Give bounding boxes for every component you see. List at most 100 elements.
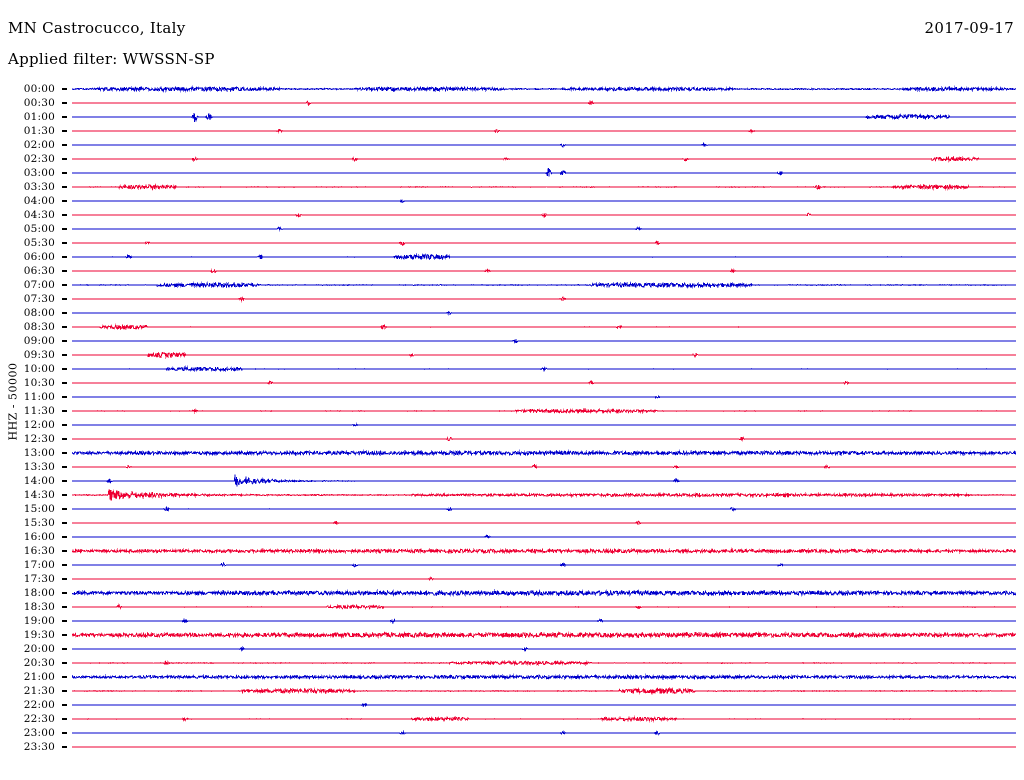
seismic-trace bbox=[72, 82, 1016, 96]
seismic-trace bbox=[72, 558, 1016, 572]
seismic-trace bbox=[72, 474, 1016, 488]
seismic-trace bbox=[72, 726, 1016, 740]
helicorder-row: 06:00 bbox=[0, 250, 1024, 264]
helicorder-row: 23:00 bbox=[0, 726, 1024, 740]
time-tick-label: 10:00 bbox=[23, 363, 55, 375]
seismic-trace bbox=[72, 306, 1016, 320]
helicorder-row: 21:30 bbox=[0, 684, 1024, 698]
seismic-trace bbox=[72, 124, 1016, 138]
axis-tick-mark bbox=[62, 186, 67, 188]
seismic-trace bbox=[72, 698, 1016, 712]
seismic-trace bbox=[72, 292, 1016, 306]
time-tick-label: 00:00 bbox=[23, 83, 55, 95]
axis-tick-mark bbox=[62, 690, 67, 692]
time-tick-label: 05:30 bbox=[23, 237, 55, 249]
seismic-trace bbox=[72, 628, 1016, 642]
helicorder-row: 05:00 bbox=[0, 222, 1024, 236]
axis-tick-mark bbox=[62, 662, 67, 664]
helicorder-row: 08:00 bbox=[0, 306, 1024, 320]
seismic-trace bbox=[72, 348, 1016, 362]
axis-tick-mark bbox=[62, 466, 67, 468]
helicorder-row: 20:30 bbox=[0, 656, 1024, 670]
applied-filter-label: Applied filter: WWSSN-SP bbox=[8, 50, 215, 68]
seismic-trace bbox=[72, 712, 1016, 726]
time-tick-label: 17:30 bbox=[23, 573, 55, 585]
helicorder-row: 04:00 bbox=[0, 194, 1024, 208]
axis-tick-mark bbox=[62, 368, 67, 370]
axis-tick-mark bbox=[62, 424, 67, 426]
time-tick-label: 08:30 bbox=[23, 321, 55, 333]
seismic-trace bbox=[72, 110, 1016, 124]
helicorder-row: 09:30 bbox=[0, 348, 1024, 362]
time-tick-label: 11:30 bbox=[23, 405, 55, 417]
helicorder-row: 05:30 bbox=[0, 236, 1024, 250]
helicorder-row: 03:30 bbox=[0, 180, 1024, 194]
helicorder-row: 22:30 bbox=[0, 712, 1024, 726]
axis-tick-mark bbox=[62, 704, 67, 706]
seismic-trace bbox=[72, 194, 1016, 208]
time-tick-label: 20:30 bbox=[23, 657, 55, 669]
time-tick-label: 18:00 bbox=[23, 587, 55, 599]
axis-tick-mark bbox=[62, 578, 67, 580]
axis-tick-mark bbox=[62, 396, 67, 398]
time-tick-label: 12:00 bbox=[23, 419, 55, 431]
axis-tick-mark bbox=[62, 522, 67, 524]
seismic-trace bbox=[72, 264, 1016, 278]
time-tick-label: 18:30 bbox=[23, 601, 55, 613]
time-tick-label: 21:00 bbox=[23, 671, 55, 683]
time-tick-label: 06:30 bbox=[23, 265, 55, 277]
time-tick-label: 15:00 bbox=[23, 503, 55, 515]
axis-tick-mark bbox=[62, 480, 67, 482]
time-tick-label: 22:30 bbox=[23, 713, 55, 725]
time-tick-label: 03:30 bbox=[23, 181, 55, 193]
seismic-trace bbox=[72, 502, 1016, 516]
seismic-trace bbox=[72, 278, 1016, 292]
helicorder-row: 01:00 bbox=[0, 110, 1024, 124]
time-tick-label: 12:30 bbox=[23, 433, 55, 445]
axis-tick-mark bbox=[62, 116, 67, 118]
time-tick-label: 23:00 bbox=[23, 727, 55, 739]
time-tick-label: 02:30 bbox=[23, 153, 55, 165]
helicorder-row: 06:30 bbox=[0, 264, 1024, 278]
time-tick-label: 16:00 bbox=[23, 531, 55, 543]
time-tick-label: 05:00 bbox=[23, 223, 55, 235]
time-tick-label: 09:00 bbox=[23, 335, 55, 347]
time-tick-label: 16:30 bbox=[23, 545, 55, 557]
helicorder-row: 10:30 bbox=[0, 376, 1024, 390]
helicorder-row: 12:30 bbox=[0, 432, 1024, 446]
axis-tick-mark bbox=[62, 242, 67, 244]
helicorder-row: 17:00 bbox=[0, 558, 1024, 572]
axis-tick-mark bbox=[62, 382, 67, 384]
axis-tick-mark bbox=[62, 508, 67, 510]
seismic-trace bbox=[72, 418, 1016, 432]
axis-tick-mark bbox=[62, 158, 67, 160]
time-tick-label: 07:00 bbox=[23, 279, 55, 291]
seismic-trace bbox=[72, 572, 1016, 586]
seismic-trace bbox=[72, 208, 1016, 222]
helicorder-row: 18:30 bbox=[0, 600, 1024, 614]
time-tick-label: 21:30 bbox=[23, 685, 55, 697]
time-tick-label: 02:00 bbox=[23, 139, 55, 151]
helicorder-row: 18:00 bbox=[0, 586, 1024, 600]
time-tick-label: 15:30 bbox=[23, 517, 55, 529]
seismic-trace bbox=[72, 236, 1016, 250]
seismic-trace bbox=[72, 642, 1016, 656]
time-tick-label: 01:00 bbox=[23, 111, 55, 123]
seismic-trace bbox=[72, 334, 1016, 348]
helicorder-row: 09:00 bbox=[0, 334, 1024, 348]
helicorder-row: 14:30 bbox=[0, 488, 1024, 502]
axis-tick-mark bbox=[62, 228, 67, 230]
seismic-trace bbox=[72, 600, 1016, 614]
seismic-trace bbox=[72, 404, 1016, 418]
seismic-trace bbox=[72, 362, 1016, 376]
seismic-trace bbox=[72, 222, 1016, 236]
axis-tick-mark bbox=[62, 144, 67, 146]
axis-tick-mark bbox=[62, 732, 67, 734]
time-tick-label: 04:00 bbox=[23, 195, 55, 207]
axis-tick-mark bbox=[62, 438, 67, 440]
time-tick-label: 11:00 bbox=[23, 391, 55, 403]
axis-tick-mark bbox=[62, 340, 67, 342]
seismic-trace bbox=[72, 390, 1016, 404]
axis-tick-mark bbox=[62, 214, 67, 216]
